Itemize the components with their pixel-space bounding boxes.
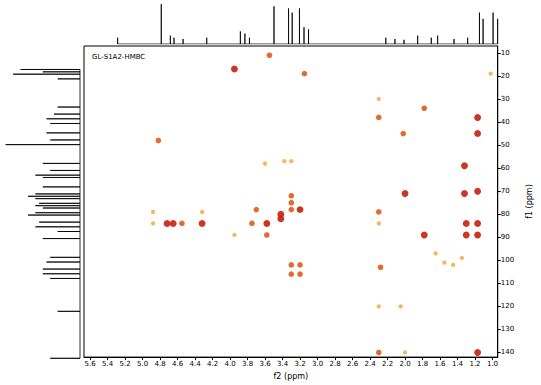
svg-text:140: 140 — [501, 348, 514, 356]
svg-text:5.0: 5.0 — [137, 360, 148, 368]
svg-text:3.8: 3.8 — [242, 360, 253, 368]
svg-text:100: 100 — [501, 256, 514, 264]
svg-text:GL-S1A2-HMBC: GL-S1A2-HMBC — [92, 53, 145, 61]
svg-text:5.2: 5.2 — [120, 360, 131, 368]
svg-text:50: 50 — [501, 141, 510, 149]
svg-text:4.8: 4.8 — [155, 360, 166, 368]
svg-text:1.6: 1.6 — [434, 360, 446, 368]
svg-text:5.4: 5.4 — [102, 360, 114, 368]
svg-text:4.2: 4.2 — [207, 360, 218, 368]
svg-text:3.2: 3.2 — [294, 360, 305, 368]
svg-text:2.8: 2.8 — [329, 360, 340, 368]
svg-text:80: 80 — [501, 210, 510, 218]
svg-text:110: 110 — [501, 279, 514, 287]
svg-text:1.4: 1.4 — [452, 360, 464, 368]
svg-text:f2 (ppm): f2 (ppm) — [274, 372, 309, 381]
svg-text:3.0: 3.0 — [312, 360, 323, 368]
svg-text:30: 30 — [501, 95, 510, 103]
svg-text:4.0: 4.0 — [225, 360, 236, 368]
svg-text:130: 130 — [501, 325, 514, 333]
svg-text:1.0: 1.0 — [487, 360, 498, 368]
svg-text:90: 90 — [501, 233, 510, 241]
svg-text:2.6: 2.6 — [347, 360, 359, 368]
svg-text:60: 60 — [501, 164, 510, 172]
svg-text:5.6: 5.6 — [85, 360, 97, 368]
svg-text:2.4: 2.4 — [364, 360, 376, 368]
svg-text:1.8: 1.8 — [417, 360, 428, 368]
svg-text:2.0: 2.0 — [399, 360, 410, 368]
svg-text:120: 120 — [501, 302, 514, 310]
svg-text:2.2: 2.2 — [382, 360, 393, 368]
svg-text:10: 10 — [501, 49, 510, 57]
svg-text:4.6: 4.6 — [172, 360, 184, 368]
svg-text:40: 40 — [501, 118, 510, 126]
svg-text:1.2: 1.2 — [469, 360, 480, 368]
svg-text:4.4: 4.4 — [190, 360, 202, 368]
svg-text:3.4: 3.4 — [277, 360, 289, 368]
svg-text:f1 (ppm): f1 (ppm) — [525, 184, 534, 219]
svg-text:3.6: 3.6 — [259, 360, 271, 368]
svg-text:70: 70 — [501, 187, 510, 195]
svg-text:20: 20 — [501, 72, 510, 80]
